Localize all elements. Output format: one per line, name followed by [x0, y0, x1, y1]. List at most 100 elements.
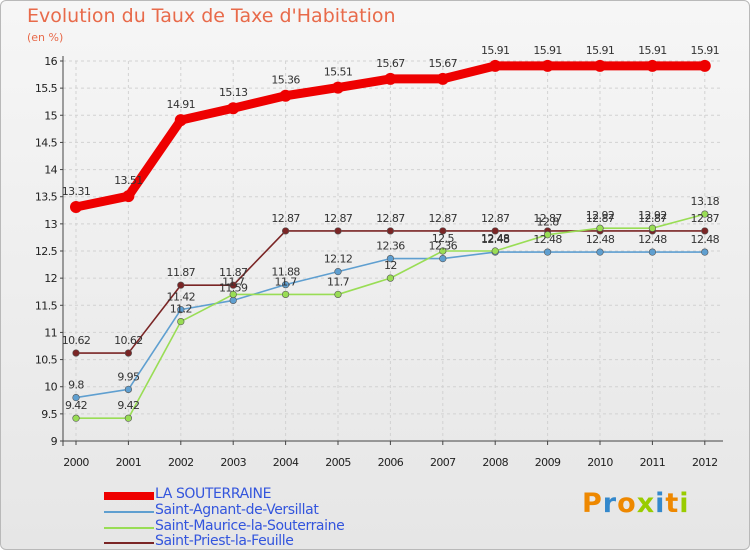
y-tick-label: 11.5 [35, 299, 58, 312]
x-tick-label: 2004 [273, 456, 299, 469]
y-tick-label: 10 [44, 381, 57, 394]
data-label-saint-maurice-la-souterraine: 9.42 [117, 399, 139, 412]
x-tick-label: 2007 [430, 456, 456, 469]
data-point-saint-maurice-la-souterraine [543, 231, 552, 239]
data-point-saint-maurice-la-souterraine [334, 290, 342, 299]
data-point-saint-agnant-de-versillat [177, 306, 185, 314]
legend-label: LA SOUTERRAINE [155, 486, 272, 502]
data-point-saint-priest-la-feuille [177, 281, 185, 289]
y-tick-label: 11 [44, 326, 57, 339]
data-label-saint-maurice-la-souterraine: 13.18 [691, 195, 720, 208]
data-point-saint-agnant-de-versillat [648, 248, 657, 256]
data-label-la-souterraine: 14.91 [167, 98, 196, 111]
data-point-la-souterraine [227, 102, 240, 115]
data-label-la-souterraine: 15.91 [481, 44, 510, 57]
data-label-saint-priest-la-feuille: 12.87 [324, 212, 353, 225]
legend-label: Saint-Priest-la-Feuille [155, 533, 294, 549]
data-label-la-souterraine: 15.91 [586, 44, 615, 57]
data-label-saint-priest-la-feuille: 11.87 [167, 266, 196, 279]
data-label-la-souterraine: 15.91 [533, 44, 562, 57]
data-point-saint-maurice-la-souterraine [439, 247, 447, 255]
data-label-saint-priest-la-feuille: 12.87 [271, 212, 300, 225]
y-tick-label: 10.5 [35, 354, 58, 367]
data-label-saint-priest-la-feuille: 12.87 [429, 212, 458, 225]
x-tick-label: 2003 [220, 456, 246, 469]
data-label-saint-maurice-la-souterraine: 11.2 [170, 303, 192, 316]
x-tick-label: 2002 [168, 456, 194, 469]
data-label-saint-priest-la-feuille: 12.87 [533, 212, 562, 225]
data-point-saint-maurice-la-souterraine [491, 247, 499, 255]
data-label-saint-agnant-de-versillat: 12.48 [481, 233, 510, 246]
logo-letter: o [617, 488, 637, 519]
logo-letter: x [636, 488, 656, 519]
data-point-saint-priest-la-feuille [439, 227, 447, 235]
data-label-saint-maurice-la-souterraine: 11.7 [275, 275, 298, 288]
data-point-la-souterraine [279, 89, 292, 102]
data-point-la-souterraine [384, 72, 397, 85]
data-point-saint-priest-la-feuille [229, 281, 237, 289]
data-point-la-souterraine [541, 59, 554, 72]
data-label-saint-priest-la-feuille: 12.87 [586, 212, 615, 225]
y-tick-label: 15.5 [35, 82, 58, 95]
x-tick-label: 2009 [535, 456, 561, 469]
data-label-saint-agnant-de-versillat: 11.59 [219, 281, 248, 294]
y-tick-label: 13.5 [35, 191, 58, 204]
chart-subtitle: (en %) [27, 31, 64, 44]
data-label-saint-priest-la-feuille: 11.87 [219, 266, 248, 279]
data-label-la-souterraine: 15.67 [429, 57, 458, 70]
data-label-saint-agnant-de-versillat: 9.95 [117, 370, 140, 383]
series-lines [70, 59, 711, 422]
data-point-saint-maurice-la-souterraine [701, 210, 709, 218]
x-tick-label: 2000 [63, 456, 89, 469]
data-label-saint-maurice-la-souterraine: 12.48 [481, 232, 510, 245]
legend-label: Saint-Maurice-la-Souterraine [155, 518, 345, 534]
data-point-saint-priest-la-feuille [124, 349, 132, 357]
data-label-saint-maurice-la-souterraine: 12.8 [537, 216, 560, 229]
y-tick-label: 12.5 [35, 245, 58, 258]
data-label-saint-agnant-de-versillat: 11.88 [271, 266, 300, 279]
data-labels: 13.31 13.51 14.91 15.13 15.36 15.51 15.67 15.67… [62, 44, 720, 412]
x-tick-label: 2006 [378, 456, 404, 469]
data-label-la-souterraine: 15.51 [324, 66, 353, 79]
data-point-saint-maurice-la-souterraine [72, 414, 80, 422]
data-label-saint-maurice-la-souterraine: 11.7 [327, 275, 350, 288]
gridlines [63, 60, 723, 442]
data-point-saint-maurice-la-souterraine [124, 414, 132, 422]
data-point-saint-agnant-de-versillat [439, 255, 447, 263]
data-point-saint-priest-la-feuille [701, 227, 709, 235]
data-label-saint-agnant-de-versillat: 12.48 [586, 233, 615, 246]
data-label-saint-agnant-de-versillat: 12.36 [429, 240, 458, 253]
y-tick-label: 14 [44, 164, 57, 177]
data-label-saint-agnant-de-versillat: 12.48 [533, 233, 562, 246]
data-point-saint-agnant-de-versillat [124, 385, 132, 394]
data-label-la-souterraine: 15.67 [376, 57, 405, 70]
y-tick-label: 15 [44, 109, 57, 122]
data-point-saint-agnant-de-versillat [72, 393, 80, 402]
y-tick-label: 12 [44, 272, 57, 285]
data-label-saint-agnant-de-versillat: 12.36 [376, 240, 405, 253]
legend-label: Saint-Agnant-de-Versillat [155, 502, 319, 518]
data-point-la-souterraine [489, 59, 502, 72]
data-label-saint-priest-la-feuille: 12.87 [376, 212, 405, 225]
data-point-saint-agnant-de-versillat [386, 255, 395, 263]
y-tick-label: 14.5 [35, 136, 58, 149]
data-point-saint-agnant-de-versillat [282, 281, 290, 289]
x-tick-label: 2008 [482, 456, 508, 469]
logo-letter: i [655, 488, 666, 519]
data-label-saint-priest-la-feuille: 10.62 [114, 334, 143, 347]
chart-title: Evolution du Taux de Taxe d'Habitation [27, 5, 396, 27]
data-label-la-souterraine: 15.91 [638, 44, 667, 57]
legend-swatch-saint-maurice [104, 527, 154, 529]
data-label-la-souterraine: 13.51 [114, 174, 143, 187]
x-tick-label: 2011 [640, 456, 666, 469]
data-label-saint-agnant-de-versillat: 12.48 [691, 233, 720, 246]
data-label-saint-agnant-de-versillat: 12.12 [324, 253, 353, 266]
data-point-saint-agnant-de-versillat [334, 268, 342, 276]
data-point-saint-priest-la-feuille [491, 227, 499, 235]
data-label-saint-priest-la-feuille: 10.62 [62, 334, 91, 347]
data-label-saint-agnant-de-versillat: 9.8 [68, 379, 84, 392]
data-label-la-souterraine: 15.91 [691, 44, 720, 57]
logo-letter: t [665, 488, 680, 519]
x-tick-label: 2001 [116, 456, 142, 469]
data-point-saint-maurice-la-souterraine [282, 290, 290, 299]
